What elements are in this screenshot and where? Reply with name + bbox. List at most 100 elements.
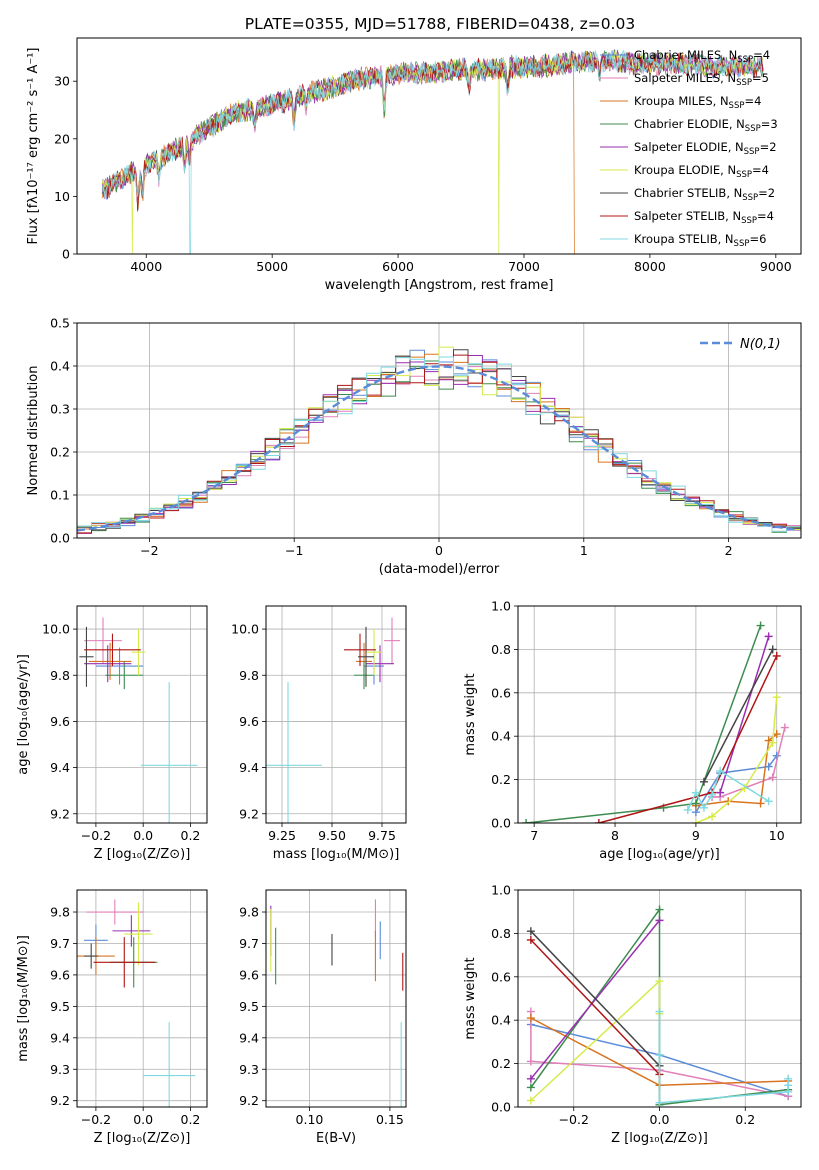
mass-weight-line xyxy=(703,649,774,783)
x-tick-label: 9.25 xyxy=(268,828,296,843)
mass-vs-metallicity-axes: −0.2 0.0 0.2 9.2 9.3 9.4 9.5 9.6 9.7 9.8 Z [log₁₀(… xyxy=(16,889,208,1146)
plus-marker xyxy=(522,819,531,823)
mass-weight-line xyxy=(719,636,770,793)
axes-frame xyxy=(265,889,407,1108)
x-tick-label: −1 xyxy=(285,543,303,558)
plus-marker xyxy=(526,1083,535,1092)
x-tick-label: 7 xyxy=(530,828,538,843)
plus-marker xyxy=(716,766,725,775)
plus-marker xyxy=(526,1074,535,1083)
mass-weight-vs-metallicity-plot-area xyxy=(526,905,793,1107)
legend-entry: Kroupa MILES, NSSP=4 xyxy=(634,94,761,111)
y-axis-label: mass weight xyxy=(463,673,478,755)
x-tick-label: 0.0 xyxy=(133,828,153,843)
legend-entry: Salpeter STELIB, NSSP=4 xyxy=(634,209,774,226)
plus-marker xyxy=(724,797,733,806)
y-tick-label: 30 xyxy=(54,74,70,89)
plus-marker xyxy=(655,1098,664,1107)
errorbar-point xyxy=(366,629,382,676)
x-tick-label: 9000 xyxy=(760,259,792,274)
x-tick-label: 8 xyxy=(611,828,619,843)
errorbar-point xyxy=(79,626,94,687)
axes-frame xyxy=(76,889,208,1108)
y-tick-label: 9.6 xyxy=(50,714,70,729)
x-tick-label: 9 xyxy=(692,828,700,843)
mass-weight-vs-metallicity-axes: −0.2 0.0 0.2 0.0 0.2 0.4 0.6 0.8 1.0 Z [log₁₀(Z/Z… xyxy=(463,883,802,1146)
spectrum-series-line xyxy=(101,50,764,211)
y-tick-label: 1.0 xyxy=(491,599,511,614)
legend-entry: Salpeter MILES, NSSP=5 xyxy=(634,71,769,88)
plus-marker xyxy=(655,905,664,914)
errorbar-point xyxy=(84,617,122,664)
axes-frame xyxy=(265,605,407,824)
y-tick-label: 10.0 xyxy=(231,622,259,637)
x-tick-label: 10 xyxy=(769,828,785,843)
plus-marker xyxy=(784,1074,793,1083)
x-axis-label: Z [log₁₀(Z/Z⊙)] xyxy=(94,1131,191,1146)
mass-weight-vs-age-axes: 7 8 9 10 0.0 0.2 0.4 0.6 0.8 1.0 age [log₁₀(age/yr… xyxy=(463,599,802,862)
axes-frame xyxy=(76,605,208,824)
plus-marker xyxy=(683,805,692,814)
y-tick-label: 9.2 xyxy=(50,806,70,821)
x-tick-label: 0.2 xyxy=(181,828,201,843)
errorbar-point xyxy=(95,647,144,685)
plus-marker xyxy=(768,645,777,654)
mass-weight-line xyxy=(530,939,661,1076)
plus-marker xyxy=(655,1007,664,1016)
y-axis-label: Normed distribution xyxy=(26,366,41,496)
y-tick-label: 9.4 xyxy=(239,1030,259,1045)
mass-weight-vs-age-plot-area xyxy=(522,621,789,823)
x-tick-label: 7000 xyxy=(508,259,540,274)
plus-marker xyxy=(699,777,708,786)
plus-marker xyxy=(526,1096,535,1105)
y-tick-label: 0.6 xyxy=(491,685,511,700)
y-tick-label: 0 xyxy=(62,247,70,262)
y-tick-label: 9.8 xyxy=(239,905,259,920)
errorbar-point xyxy=(366,645,394,683)
y-tick-label: 0.2 xyxy=(491,1056,511,1071)
plus-marker xyxy=(691,819,700,823)
y-tick-label: 0.1 xyxy=(50,488,70,503)
y-tick-label: 9.2 xyxy=(239,1093,259,1108)
y-tick-label: 9.2 xyxy=(50,1093,70,1108)
x-tick-label: 4000 xyxy=(130,259,162,274)
x-axis-label: (data-model)/error xyxy=(379,562,500,577)
mass-weight-line xyxy=(712,727,786,798)
legend-entry: Chabrier STELIB, NSSP=2 xyxy=(634,186,775,203)
errorbar-point xyxy=(358,626,374,687)
x-axis-label: wavelength [Angstrom, rest frame] xyxy=(325,278,554,293)
spectrum-series-line xyxy=(101,49,764,254)
age-vs-mass-axes: 9.25 9.50 9.75 9.2 9.4 9.6 9.8 10.0 mass [log₁₀(… xyxy=(231,605,407,862)
plus-marker xyxy=(526,1014,535,1023)
histogram-step xyxy=(77,349,801,531)
errorbar-point xyxy=(88,642,132,680)
axes-frame xyxy=(517,605,802,824)
errorbar-point xyxy=(105,661,144,690)
legend-entry: Chabrier ELODIE, NSSP=3 xyxy=(634,117,778,134)
plus-marker xyxy=(772,693,781,702)
plus-marker xyxy=(655,977,664,986)
x-tick-label: −0.2 xyxy=(81,828,111,843)
spectrum-plot-area xyxy=(101,49,764,254)
y-tick-label: 9.2 xyxy=(239,806,259,821)
y-tick-label: 0.4 xyxy=(491,1013,511,1028)
x-tick-label: 8000 xyxy=(634,259,666,274)
y-tick-label: 0.4 xyxy=(50,359,70,374)
x-tick-label: −0.2 xyxy=(559,1112,589,1127)
plus-marker xyxy=(691,788,700,797)
plus-marker xyxy=(526,935,535,944)
plus-marker xyxy=(764,632,773,641)
x-tick-label: 9.50 xyxy=(318,828,346,843)
errorbar-point xyxy=(131,629,146,676)
mass-weight-line xyxy=(526,625,762,823)
x-tick-label: 0 xyxy=(435,543,443,558)
y-tick-label: 0.0 xyxy=(491,816,511,831)
errorbar-point xyxy=(266,682,322,823)
plus-marker xyxy=(708,790,717,799)
y-tick-label: 9.6 xyxy=(50,967,70,982)
y-axis-label: Flux [fλ10⁻¹⁷ erg cm⁻² s⁻¹ A⁻¹] xyxy=(26,48,41,245)
errorbar-point xyxy=(84,645,132,683)
y-tick-label: 0.8 xyxy=(491,642,511,657)
y-tick-label: 0.0 xyxy=(50,531,70,546)
